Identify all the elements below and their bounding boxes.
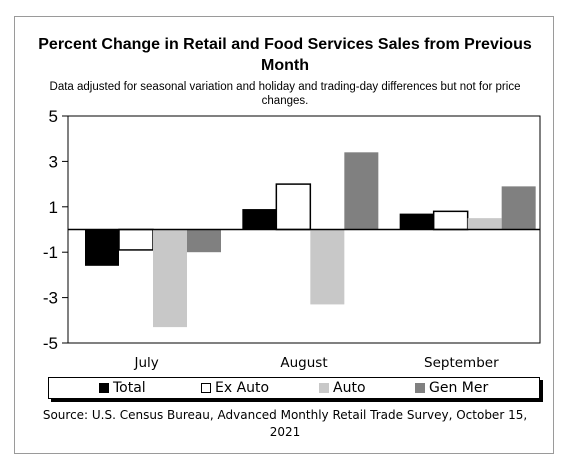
legend-label-ex-auto: Ex Auto — [215, 380, 270, 396]
bar-auto-september — [467, 218, 502, 230]
bar-gen-mer-august — [344, 152, 379, 230]
bar-ex-auto-september — [432, 210, 469, 231]
x-category-label: August — [280, 355, 327, 371]
legend-item-total: Total — [99, 380, 146, 396]
x-category-label: September — [424, 355, 499, 371]
x-axis: July August September — [134, 355, 500, 371]
bar-gen-mer-july — [187, 229, 221, 253]
legend-item-gen-mer: Gen Mer — [415, 380, 488, 396]
y-tick-label: 5 — [49, 107, 58, 126]
bar-gen-mer-september — [501, 186, 536, 230]
legend-item-ex-auto: Ex Auto — [201, 380, 269, 396]
x-category-label: July — [134, 355, 159, 371]
bar-ex-auto-august — [275, 183, 312, 231]
y-tick-label: -5 — [43, 334, 58, 353]
legend-label-auto: Auto — [333, 380, 366, 396]
legend-swatch-auto — [319, 383, 329, 393]
y-tick-label: 1 — [49, 198, 58, 217]
y-axis: 5 3 1 -1 -3 -5 — [43, 107, 68, 353]
y-tick-label: -3 — [43, 289, 58, 308]
chart-subtitle: Data adjusted for seasonal variation and… — [49, 81, 521, 107]
source-note: Source: U.S. Census Bureau, Advanced Mon… — [42, 408, 528, 439]
bar-total-july — [85, 229, 119, 266]
bar-auto-august — [310, 229, 345, 305]
bars-group — [85, 152, 536, 328]
bar-total-august — [242, 209, 277, 230]
y-tick-label: 3 — [49, 152, 58, 171]
legend-label-gen-mer: Gen Mer — [429, 380, 489, 396]
legend-item-auto: Auto — [319, 380, 366, 396]
chart-title: Percent Change in Retail and Food Servic… — [38, 36, 532, 74]
legend-swatch-total — [99, 383, 109, 393]
legend-label-total: Total — [113, 380, 146, 396]
legend-swatch-ex-auto — [201, 383, 211, 393]
bar-auto-july — [153, 229, 187, 328]
legend-swatch-gen-mer — [415, 383, 425, 393]
bar-total-september — [399, 213, 434, 230]
legend: Total Ex Auto Auto Gen Mer — [48, 377, 540, 399]
bar-ex-auto-july — [118, 228, 154, 251]
y-tick-label: -1 — [43, 243, 58, 262]
